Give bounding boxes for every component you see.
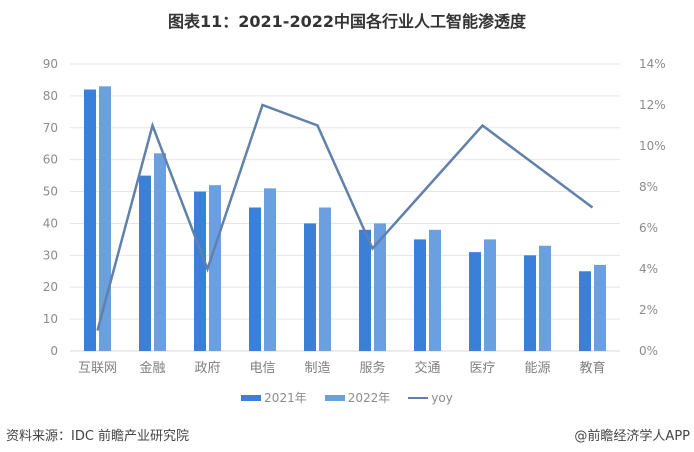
legend-item-2022: 2022年 bbox=[324, 389, 391, 406]
bar-2021年 bbox=[414, 239, 426, 351]
right-y-axis: 0% 2% 4% 6% 8% 10% 12% 14% bbox=[639, 57, 666, 358]
bar-2022年 bbox=[539, 245, 551, 351]
right-tick-label: 4% bbox=[639, 262, 658, 276]
bar-2022年 bbox=[319, 207, 331, 351]
x-category-label: 互联网 bbox=[78, 361, 117, 376]
bar-2021年 bbox=[194, 191, 206, 351]
legend-label-2022: 2022年 bbox=[347, 391, 391, 405]
left-tick-label: 0 bbox=[50, 344, 58, 358]
bar-2021年 bbox=[469, 252, 481, 351]
right-tick-label: 2% bbox=[639, 303, 658, 317]
chart-title: 图表11：2021-2022中国各行业人工智能渗透度 bbox=[168, 12, 526, 31]
left-tick-label: 20 bbox=[43, 280, 58, 294]
legend-item-yoy: yoy bbox=[408, 391, 453, 405]
legend-label-2021: 2021年 bbox=[264, 391, 307, 405]
left-tick-label: 70 bbox=[43, 121, 58, 135]
chart-legend: 2021年 2022年 yoy bbox=[0, 389, 694, 406]
right-tick-label: 0% bbox=[639, 344, 658, 358]
bar-series bbox=[84, 86, 606, 352]
x-category-label: 制造 bbox=[304, 361, 330, 376]
bar-2022年 bbox=[429, 229, 441, 351]
bar-2022年 bbox=[484, 239, 496, 351]
bar-2022年 bbox=[99, 86, 111, 352]
left-y-axis: 0 10 20 30 40 50 60 70 80 90 bbox=[43, 57, 58, 358]
x-category-label: 电信 bbox=[249, 361, 275, 376]
x-category-label: 金融 bbox=[139, 360, 165, 376]
left-tick-label: 90 bbox=[43, 57, 58, 71]
left-tick-label: 50 bbox=[43, 185, 58, 199]
right-tick-label: 12% bbox=[639, 98, 666, 112]
right-tick-label: 10% bbox=[639, 139, 666, 153]
left-tick-label: 40 bbox=[43, 216, 58, 230]
x-category-label: 教育 bbox=[579, 360, 605, 376]
legend-label-yoy: yoy bbox=[431, 390, 453, 405]
yoy-line-series bbox=[96, 103, 594, 331]
bar-2021年 bbox=[304, 223, 316, 351]
x-category-label: 交通 bbox=[414, 360, 440, 376]
bar-2021年 bbox=[524, 255, 536, 351]
credit-note: @前瞻经济学人APP bbox=[574, 429, 690, 444]
bar-2021年 bbox=[84, 89, 96, 351]
left-tick-label: 30 bbox=[43, 248, 58, 262]
bar-2021年 bbox=[359, 229, 371, 351]
right-tick-label: 6% bbox=[639, 221, 658, 235]
bar-2022年 bbox=[209, 185, 221, 351]
bar-2022年 bbox=[374, 223, 386, 351]
left-tick-label: 60 bbox=[43, 153, 58, 167]
bar-2021年 bbox=[579, 271, 591, 351]
bar-2022年 bbox=[264, 188, 276, 351]
gridlines bbox=[70, 63, 620, 352]
bar-2021年 bbox=[139, 175, 151, 351]
left-tick-label: 10 bbox=[43, 312, 58, 326]
left-tick-label: 80 bbox=[43, 89, 58, 103]
legend-swatch-yoy bbox=[408, 396, 429, 399]
yoy-line bbox=[96, 103, 594, 331]
x-category-label: 服务 bbox=[359, 360, 385, 376]
x-category-label: 能源 bbox=[524, 361, 550, 376]
bar-2022年 bbox=[154, 153, 166, 351]
legend-swatch-2022 bbox=[324, 394, 345, 401]
x-axis: 互联网 金融 政府 电信 制造 服务 交通 医疗 能源 教育 bbox=[78, 360, 606, 376]
x-category-label: 医疗 bbox=[469, 361, 495, 376]
bar-2022年 bbox=[594, 264, 606, 351]
legend-swatch-2021 bbox=[241, 394, 262, 401]
legend-item-2021: 2021年 bbox=[241, 389, 307, 406]
bar-2021年 bbox=[249, 207, 261, 351]
source-note: 资料来源：IDC 前瞻产业研究院 bbox=[6, 429, 190, 444]
x-category-label: 政府 bbox=[194, 361, 220, 376]
right-tick-label: 14% bbox=[639, 57, 666, 71]
right-tick-label: 8% bbox=[639, 180, 658, 194]
